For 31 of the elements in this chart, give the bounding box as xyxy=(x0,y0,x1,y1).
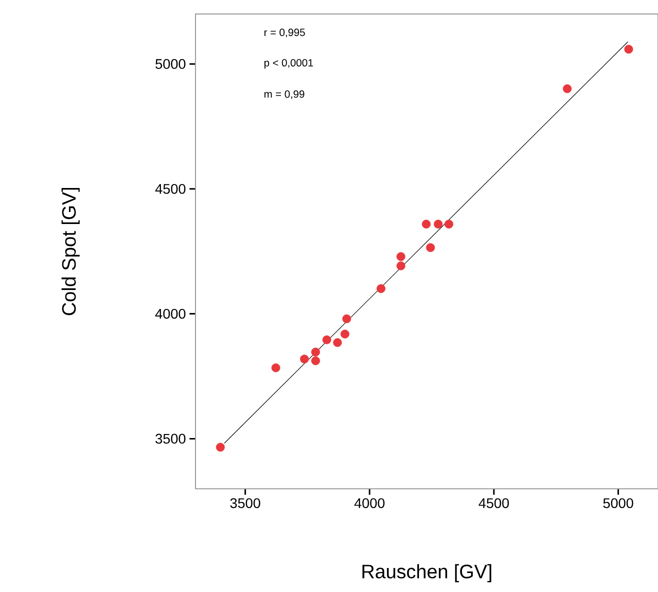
point xyxy=(434,220,443,229)
point xyxy=(376,284,386,293)
point xyxy=(396,261,406,270)
y-tick-label: 4000 xyxy=(155,308,186,319)
point xyxy=(396,252,406,261)
annotation: r = 0,995 xyxy=(264,28,305,38)
point xyxy=(322,335,332,344)
point xyxy=(311,348,320,356)
point xyxy=(444,220,454,229)
point xyxy=(216,442,225,452)
point xyxy=(624,44,634,54)
x-tick-label: 4500 xyxy=(478,498,509,508)
y-tick-label: 3500 xyxy=(155,434,186,444)
y-tick-label: 4500 xyxy=(155,184,186,194)
point xyxy=(426,243,435,252)
point xyxy=(340,330,350,338)
point xyxy=(271,363,280,372)
point xyxy=(562,84,572,94)
annotation: m = 0,99 xyxy=(264,90,304,100)
annotation: p < 0,0001 xyxy=(264,59,313,69)
x-axis-title: Rauschen [GV] xyxy=(362,564,492,582)
x-tick-label: 4000 xyxy=(354,498,385,508)
y-axis-title: Cold Spot [GV] xyxy=(62,188,80,316)
point xyxy=(333,338,342,347)
point xyxy=(300,354,309,364)
point xyxy=(342,314,352,324)
point xyxy=(422,220,431,229)
x-tick-label: 3500 xyxy=(230,498,260,508)
y-tick-label: 5000 xyxy=(156,59,186,69)
point xyxy=(311,356,320,366)
x-tick-label: 5000 xyxy=(603,498,634,508)
